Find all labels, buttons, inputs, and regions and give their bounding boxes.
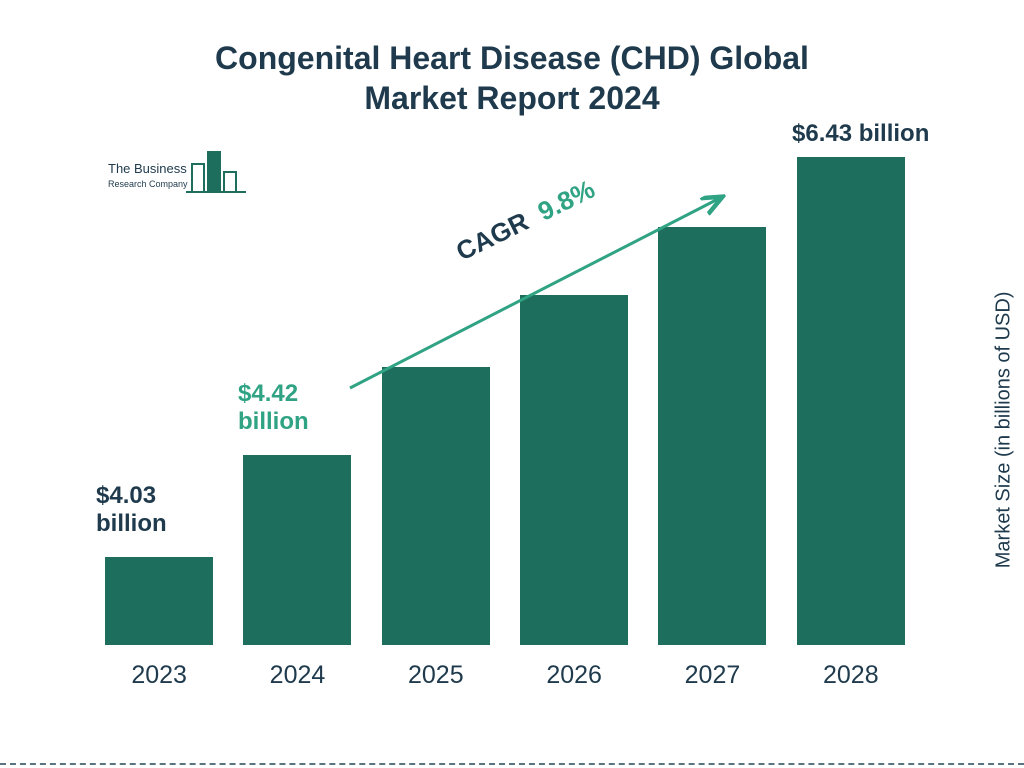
chart-title: Congenital Heart Disease (CHD) Global Ma… (0, 38, 1024, 118)
bar (658, 227, 766, 645)
bar (382, 367, 490, 645)
title-line1: Congenital Heart Disease (CHD) Global (215, 40, 809, 76)
y-axis-label: Market Size (in billions of USD) (993, 292, 1016, 569)
bottom-border (0, 763, 1024, 765)
xlabel: 2025 (367, 661, 505, 690)
value-label-2028: $6.43 billion (792, 120, 992, 148)
value-line2: billion (238, 408, 309, 435)
bar-2027 (643, 227, 781, 645)
value-line1: $4.03 (96, 482, 156, 509)
bar (520, 295, 628, 645)
bar (243, 455, 351, 645)
bar-2028 (782, 157, 920, 645)
value-label-2024: $4.42 billion (238, 380, 309, 435)
bar-2026 (505, 295, 643, 645)
bar-2025 (367, 367, 505, 645)
xlabel: 2028 (782, 661, 920, 690)
value-label-2023: $4.03 billion (96, 482, 167, 537)
xlabel: 2023 (90, 661, 228, 690)
value-line1: $4.42 (238, 380, 298, 407)
value-line2: billion (96, 510, 167, 537)
xlabel: 2026 (505, 661, 643, 690)
x-axis-labels: 2023 2024 2025 2026 2027 2028 (90, 661, 920, 690)
bar-2023 (90, 557, 228, 645)
title-line2: Market Report 2024 (364, 80, 659, 116)
bar (105, 557, 213, 645)
value-text: $6.43 billion (792, 120, 929, 147)
xlabel: 2027 (643, 661, 781, 690)
xlabel: 2024 (228, 661, 366, 690)
bar (797, 157, 905, 645)
bar-2024 (228, 455, 366, 645)
